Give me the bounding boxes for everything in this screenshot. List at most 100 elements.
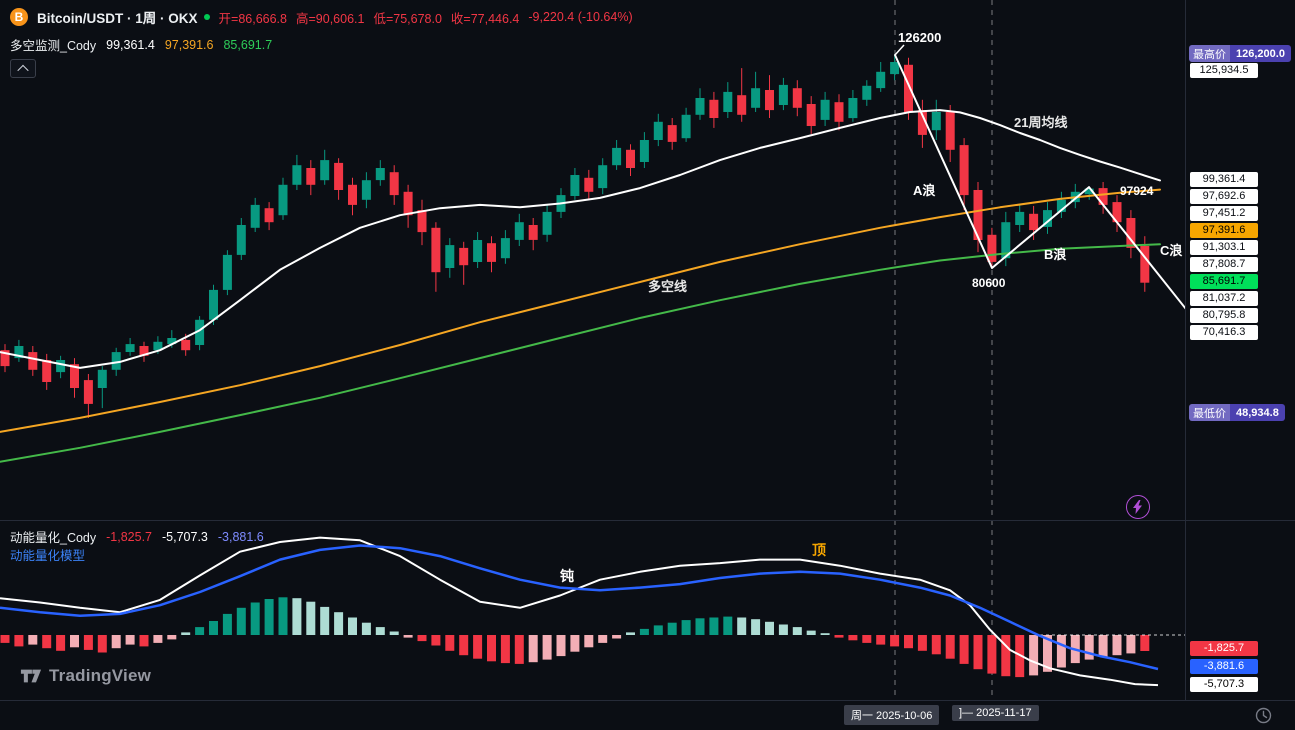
momentum-histogram-bar [1056, 635, 1066, 668]
candle-body [626, 149, 635, 168]
momentum-histogram-bar [792, 627, 802, 635]
candle-body [1098, 188, 1108, 205]
momentum-histogram-bar [42, 635, 52, 649]
candle-body [320, 160, 330, 181]
oscillator-value-label: -3,881.6 [1190, 659, 1258, 674]
momentum-histogram-bar [56, 635, 66, 651]
annotation-C浪[interactable]: C浪 [1160, 243, 1183, 258]
candle-body [56, 360, 66, 373]
annotation-80600[interactable]: 80600 [972, 276, 1006, 290]
symbol-header: B Bitcoin/USDT · 1周 · OKX 开=86,666.8 高=9… [10, 7, 633, 27]
momentum-histogram-bar [959, 635, 969, 664]
momentum-histogram-bar [473, 635, 483, 659]
momentum-histogram-bar [1140, 635, 1150, 651]
annotation-97924[interactable]: 97924 [1120, 184, 1154, 198]
momentum-histogram-bar [876, 635, 886, 645]
panel-separator[interactable] [0, 520, 1295, 521]
long-short-indicator-header[interactable]: 多空监测_Cody 99,361.4 97,391.6 85,691.7 [10, 35, 272, 54]
annotation-钝[interactable]: 钝 [560, 568, 574, 584]
oscillator-value-blue: -3,881.6 [217, 529, 264, 544]
market-status-dot [203, 14, 210, 20]
momentum-histogram-bar [487, 635, 496, 662]
candle-body [848, 98, 858, 119]
candle-body [528, 225, 538, 240]
annotation-多空线[interactable]: 多空线 [648, 279, 688, 294]
tradingview-watermark[interactable]: TradingView [20, 666, 151, 686]
annotation-B浪[interactable]: B浪 [1044, 247, 1067, 262]
momentum-histogram-bar [890, 635, 900, 647]
annotation-21周均线[interactable]: 21周均线 [1014, 115, 1068, 130]
peak-label-pointer [894, 44, 905, 56]
candle-body [111, 352, 121, 370]
price-level-label: 97,451.2 [1190, 206, 1258, 221]
symbol-title[interactable]: Bitcoin/USDT · 1周 · OKX [37, 11, 198, 26]
price-level-label: 97,692.6 [1190, 189, 1258, 204]
candle-body [584, 177, 594, 192]
indicator-value-green: 85,691.7 [223, 37, 273, 52]
candle-body [459, 247, 469, 266]
momentum-histogram-bar [153, 635, 163, 643]
bitcoin-glyph: B [14, 10, 24, 24]
momentum-histogram-bar [334, 612, 344, 635]
price-level-label: 85,691.7 [1190, 274, 1258, 289]
momentum-histogram-bar [0, 635, 10, 643]
candle-body [181, 339, 191, 351]
oscillator-model-label: 动能量化模型 [10, 549, 86, 563]
candle-body [1112, 202, 1122, 223]
collapse-panel-button[interactable] [10, 59, 36, 78]
candle-body [375, 168, 385, 181]
candle-body [209, 289, 218, 320]
momentum-histogram-bar [751, 619, 761, 635]
candle-body [139, 346, 149, 356]
annotation-A浪[interactable]: A浪 [913, 183, 936, 198]
candle-body [959, 145, 969, 196]
candle-body [945, 112, 955, 150]
price-level-label: 97,391.6 [1190, 223, 1258, 238]
candle-body [904, 64, 913, 112]
momentum-histogram-bar [681, 620, 691, 635]
momentum-histogram-bar [639, 628, 649, 635]
candle-body [348, 184, 357, 205]
main-chart-canvas[interactable] [0, 0, 1185, 700]
momentum-histogram-bar [97, 635, 107, 653]
candle-body [167, 338, 177, 345]
price-level-label: 91,303.1 [1190, 240, 1258, 255]
momentum-histogram-bar [931, 635, 941, 655]
candle-body [709, 99, 719, 118]
momentum-histogram-bar [514, 635, 524, 664]
momentum-histogram-bar [1043, 635, 1052, 672]
candle-body [417, 210, 427, 233]
candle-body [42, 360, 52, 382]
momentum-indicator-header[interactable]: 动能量化_Cody -1,825.7 -5,707.3 -3,881.6 [10, 527, 264, 546]
candle-body [723, 91, 733, 112]
instant-trading-button[interactable] [1126, 495, 1150, 519]
annotation-顶[interactable]: 顶 [812, 542, 826, 558]
timezone-clock-icon[interactable] [1255, 707, 1272, 724]
candle-body [1029, 213, 1039, 231]
time-axis-separator [0, 700, 1295, 701]
candle-body [876, 71, 886, 89]
momentum-histogram-bar [848, 635, 858, 641]
momentum-histogram-bar [737, 617, 747, 635]
candle-body [97, 369, 107, 388]
annotation-126200[interactable]: 126200 [898, 30, 942, 45]
momentum-histogram-bar [1112, 635, 1122, 656]
highest-price-label-badge: 最高价 [1189, 45, 1230, 62]
candle-body [0, 350, 10, 367]
oscillator-value-red: -1,825.7 [106, 529, 153, 544]
momentum-histogram-bar [306, 601, 316, 635]
momentum-histogram-bar [584, 635, 594, 648]
momentum-histogram-bar [667, 622, 677, 635]
candle-body [1084, 188, 1094, 195]
candle-body [1140, 246, 1150, 283]
candle-body [473, 240, 483, 262]
candle-body [250, 204, 260, 228]
momentum-histogram-bar [14, 635, 24, 647]
ma-orange [0, 188, 1161, 433]
price-axis[interactable]: 最高价 126,200.0 125,934.5 99,361.4 97,692.6 97,… [1185, 0, 1295, 700]
momentum-histogram-bar [195, 627, 205, 635]
candle-body [431, 227, 441, 273]
time-axis[interactable]: 周一 2025-10-06 ]— 2025-11-17 [0, 701, 1295, 730]
indicator-name: 多空监测_Cody [10, 39, 97, 53]
